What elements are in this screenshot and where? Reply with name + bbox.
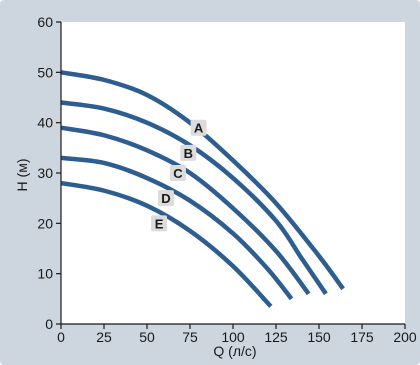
curve-label-box [151,215,168,232]
x-tick-label: 75 [182,329,198,345]
curve-label-text: A [194,121,204,136]
x-tick-label: 150 [307,329,331,345]
plot-area [61,22,405,324]
curve-d [60,155,294,301]
x-tick-label: 175 [350,329,374,345]
curve-label-e: E [151,215,168,232]
x-axis-label: Q (л/с) [213,343,256,359]
x-tick-label: 200 [393,329,417,345]
y-tick-label: 40 [37,115,53,131]
curve-c [60,125,311,296]
curve-e [60,180,273,308]
curve-label-d: D [157,190,174,207]
x-tick-label: 50 [139,329,155,345]
x-tick-label: 125 [264,329,288,345]
x-tick-label: 0 [57,329,65,345]
y-axis-label: H (м) [14,159,30,192]
curve-label-box [180,144,197,161]
curve-a [60,70,345,291]
curve-label-box [190,119,207,136]
curve-label-b: B [180,144,197,161]
curve-label-c: C [169,165,186,181]
curve-b [60,100,328,296]
curve-label-box [169,165,186,181]
curve-label-box [157,190,174,207]
y-tick-label: 30 [37,165,53,181]
y-tick-label: 10 [37,266,53,282]
curve-label-text: E [155,216,164,231]
y-tick-label: 0 [45,316,53,332]
y-tick-label: 20 [37,215,53,231]
curve-label-a: A [190,119,207,136]
curve-label-text: C [173,166,183,181]
curve-label-text: D [161,191,170,206]
y-tick-label: 50 [37,64,53,80]
curve-label-text: B [184,146,193,161]
y-tick-label: 60 [37,14,53,30]
x-tick-label: 100 [221,329,245,345]
x-tick-label: 25 [96,329,112,345]
